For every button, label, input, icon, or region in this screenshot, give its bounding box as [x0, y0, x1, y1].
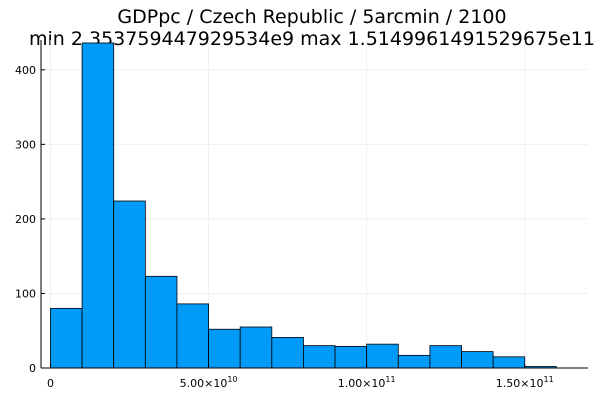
histogram-bar-14	[492, 356, 526, 369]
x-tick-labels: 0 5.00×1010 1.00×1011 1.50×1011	[47, 375, 554, 390]
histogram-bar-1	[81, 42, 115, 369]
histogram-bar-4	[176, 303, 209, 369]
axes	[40, 40, 588, 369]
histogram-bar-13	[461, 351, 494, 369]
y-tick-label-2: 200	[15, 213, 36, 226]
y-tick-label-4: 400	[15, 64, 36, 77]
histogram-bars	[50, 42, 557, 369]
histogram-bar-2	[113, 200, 146, 369]
y-tick-label-3: 300	[15, 138, 36, 151]
x-tick-label-2: 1.00×1011	[338, 375, 396, 390]
x-tick-label-3: 1.50×1011	[496, 375, 554, 390]
x-tick-label-0: 0	[47, 377, 54, 390]
histogram-bar-8	[303, 345, 336, 369]
histogram-bar-0	[50, 307, 83, 369]
histogram-bar-5	[208, 328, 241, 369]
y-tick-label-0: 0	[29, 362, 36, 375]
histogram-bar-7	[271, 337, 304, 369]
x-tick-label-1: 5.00×1010	[180, 375, 238, 390]
histogram-bar-6	[239, 326, 273, 369]
chart-title-line1: GDPpc / Czech Republic / 5arcmin / 2100	[117, 6, 506, 28]
chart-title-line2: min 2.353759447929534e9 max 1.5149961491…	[29, 28, 595, 50]
histogram-bar-10	[366, 343, 399, 369]
histogram-bar-9	[334, 345, 368, 369]
histogram-bar-3	[144, 275, 178, 369]
y-tick-labels: 0 100 200 300 400	[15, 64, 36, 375]
histogram-bar-11	[397, 354, 431, 369]
y-tick-label-1: 100	[15, 287, 36, 300]
histogram-bar-12	[429, 345, 462, 369]
